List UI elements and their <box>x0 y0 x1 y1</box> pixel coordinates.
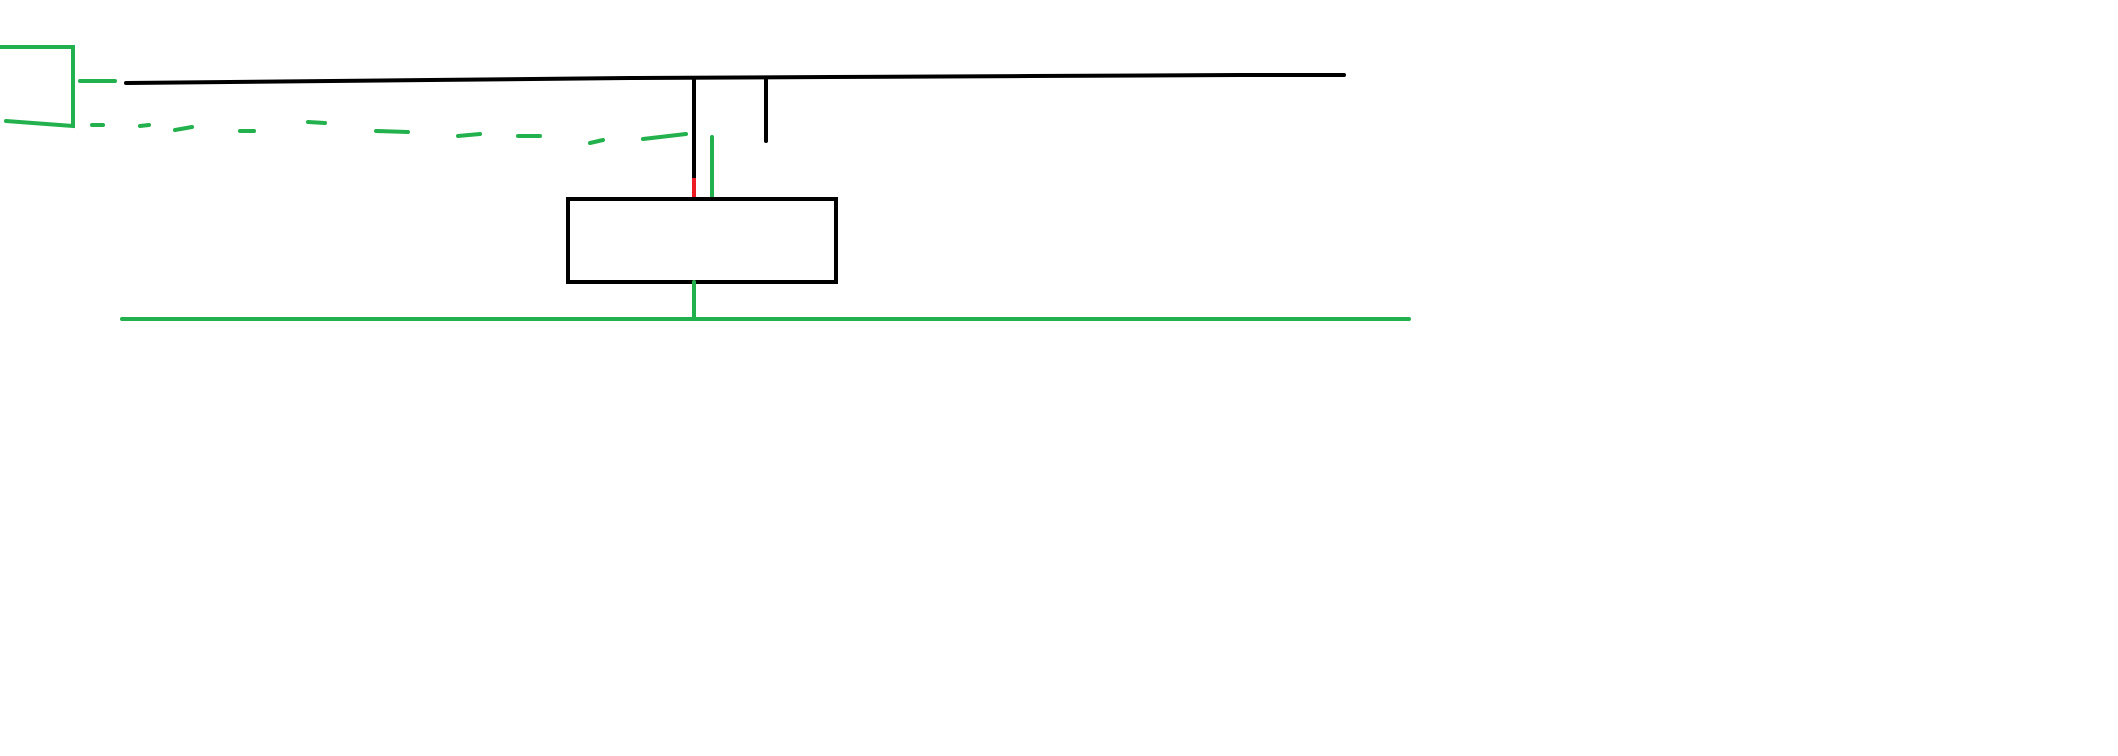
green-bracket <box>0 45 75 129</box>
black-top-line <box>124 73 1346 85</box>
black-box <box>566 197 838 284</box>
green-dashed-line <box>90 120 688 145</box>
